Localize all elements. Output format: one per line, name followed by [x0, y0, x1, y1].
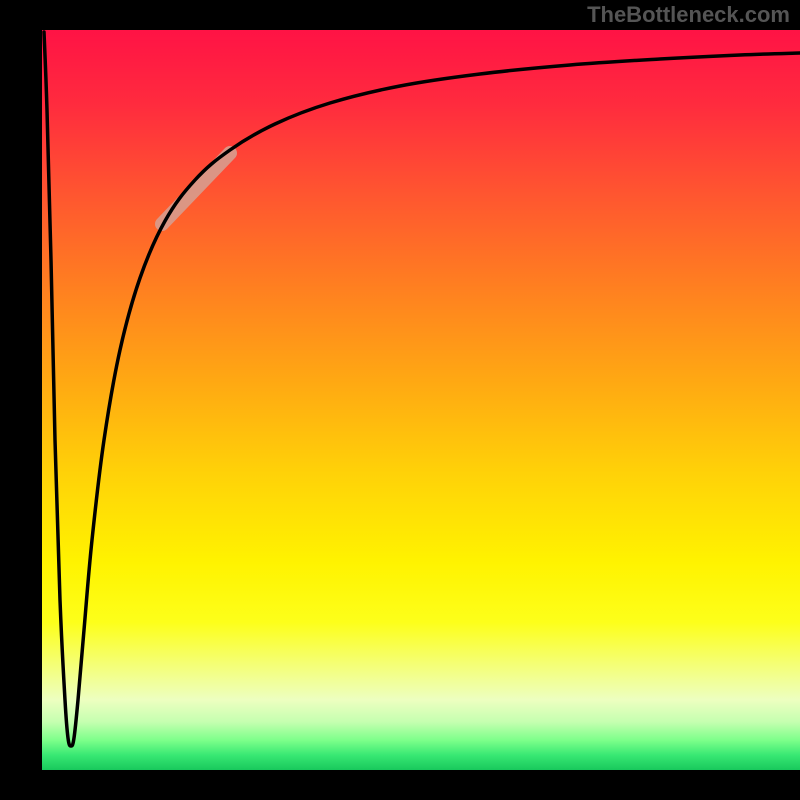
bottleneck-chart	[0, 0, 800, 800]
attribution-text: TheBottleneck.com	[587, 2, 790, 28]
chart-container: { "attribution": { "text": "TheBottlenec…	[0, 0, 800, 800]
plot-area	[42, 30, 800, 770]
